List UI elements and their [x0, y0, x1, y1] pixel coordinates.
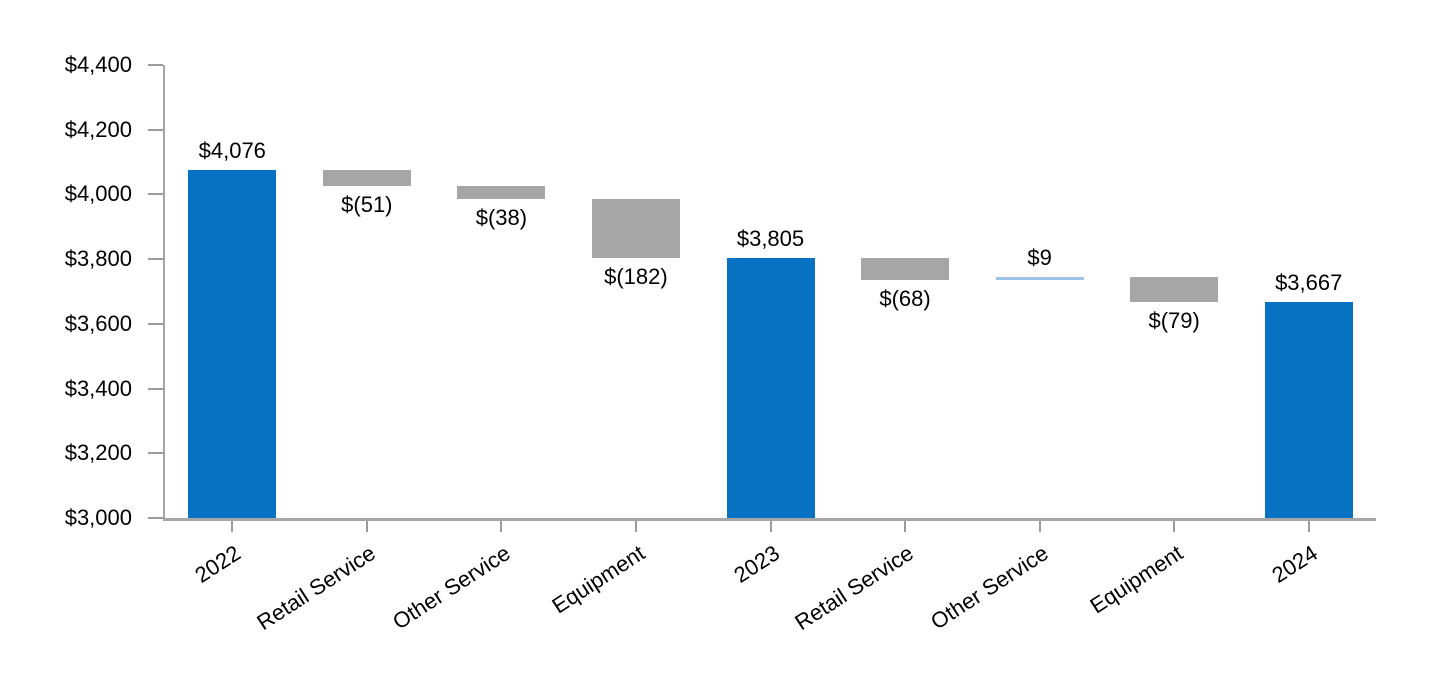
x-axis-category-label-text: Other Service — [926, 540, 1053, 635]
x-axis-tick — [365, 521, 368, 532]
y-axis-tick — [148, 258, 163, 261]
x-axis-tick — [1173, 521, 1176, 532]
x-axis-category-label-text: 2022 — [190, 540, 246, 588]
y-axis-tick-label: $4,400 — [64, 52, 132, 77]
y-axis-tick-label: $3,200 — [64, 440, 132, 466]
y-axis-tick-label: $4,200 — [64, 116, 132, 142]
x-axis-tick — [769, 521, 772, 532]
y-axis-tick — [148, 387, 163, 390]
bar-2022 — [188, 169, 277, 518]
bar-retail-service — [322, 169, 411, 187]
x-axis-category-label-text: Other Service — [388, 540, 515, 635]
x-axis-category-label-text: Equipment — [547, 540, 650, 619]
x-axis-line — [163, 518, 1376, 521]
y-axis-tick-label: $3,600 — [64, 310, 132, 336]
y-axis-tick-label: $3,000 — [64, 505, 132, 530]
bar-value-label: $(68) — [879, 285, 931, 311]
bar-value-label: $(38) — [475, 204, 528, 230]
bar-equipment — [591, 198, 680, 258]
y-axis-tick — [148, 128, 163, 131]
bar-2023 — [726, 257, 815, 518]
x-axis-tick — [904, 521, 907, 532]
bar-other-service — [995, 276, 1084, 280]
x-axis-tick — [1307, 521, 1310, 532]
y-axis-tick — [148, 322, 163, 325]
x-axis-tick — [500, 521, 503, 532]
bar-2024 — [1264, 302, 1353, 518]
x-axis-tick — [634, 521, 637, 532]
y-axis-tick — [148, 517, 163, 519]
bar-value-label: $4,076 — [198, 137, 266, 163]
bar-retail-service — [861, 257, 950, 280]
bar-value-label: $3,805 — [736, 225, 805, 251]
x-axis-category-label-text: 2024 — [1267, 540, 1322, 588]
x-axis-category-label-text: Retail Service — [790, 540, 919, 636]
bar-value-label: $(182) — [604, 263, 668, 289]
bar-other-service — [457, 186, 546, 199]
bar-value-label: $3,667 — [1275, 270, 1343, 296]
y-axis-tick-label: $3,400 — [64, 375, 132, 401]
bar-value-label: $(51) — [341, 192, 393, 218]
x-axis-tick — [231, 521, 234, 532]
bar-value-label: $9 — [1027, 244, 1052, 270]
bar-value-label: $(79) — [1148, 308, 1200, 334]
x-axis-tick — [1038, 521, 1041, 532]
y-axis-tick — [148, 64, 163, 66]
bar-equipment — [1130, 276, 1219, 303]
x-axis-category-label-text: 2023 — [728, 540, 784, 588]
y-axis-line — [163, 65, 165, 521]
x-axis-category-label-text: Retail Service — [252, 540, 380, 636]
x-axis-category-label-text: Equipment — [1085, 540, 1188, 619]
y-axis-tick-label: $3,800 — [64, 246, 132, 272]
y-axis-tick — [148, 193, 163, 196]
y-axis-tick-label: $4,000 — [64, 181, 132, 207]
y-axis-tick — [148, 452, 163, 455]
